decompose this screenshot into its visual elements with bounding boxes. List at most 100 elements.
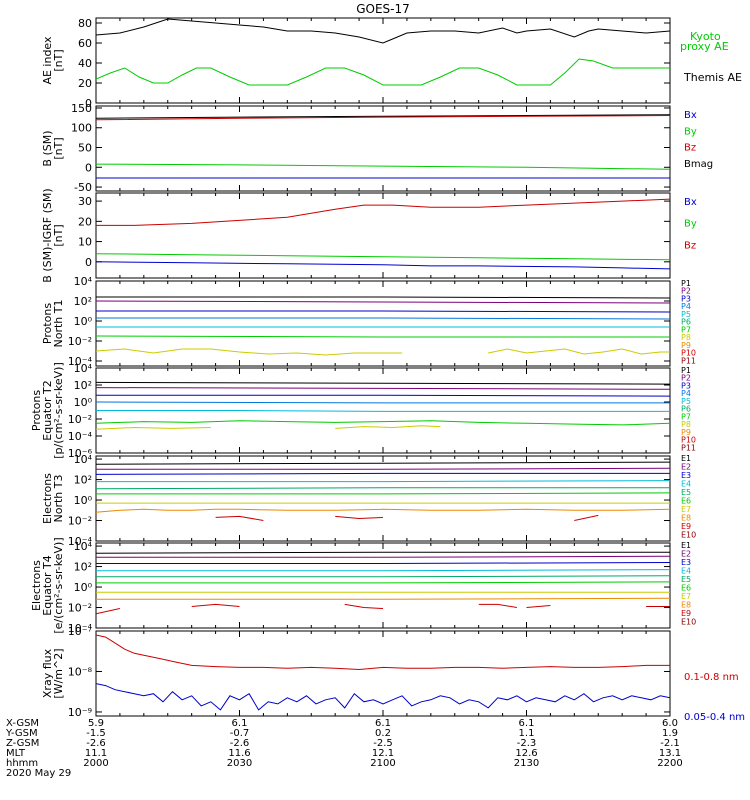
series-line <box>96 569 670 572</box>
series-line <box>96 683 670 711</box>
series-line <box>96 597 670 600</box>
legend-label: E4 <box>681 567 691 576</box>
y-axis-label: [e/(cm²-s-sr-keV)] <box>52 537 65 633</box>
y-axis-label: North T1 <box>52 300 65 348</box>
legend-label: Bx <box>684 197 697 208</box>
y-tick-label: 10⁰ <box>74 315 93 328</box>
footer-value: -0.7 <box>230 728 250 739</box>
y-tick-label: 10⁻² <box>68 413 92 426</box>
legend-label: E7 <box>681 592 691 601</box>
footer-row-label: Y-GSM <box>5 728 38 739</box>
footer-value: 13.1 <box>659 748 681 759</box>
series-line <box>96 296 670 299</box>
series-line <box>335 515 384 520</box>
legend-label: P7 <box>681 412 691 421</box>
series-line <box>96 467 670 470</box>
legend-label: E9 <box>681 609 691 618</box>
footer-value: 2200 <box>657 758 682 769</box>
y-tick-label: 10⁻⁶ <box>68 447 93 460</box>
y-tick-label: 10² <box>74 379 92 392</box>
y-tick-label: 10 <box>78 236 92 249</box>
y-tick-label: 10⁻⁴ <box>68 430 93 443</box>
legend-label: proxy AE <box>680 40 729 53</box>
footer-value: 2130 <box>514 758 539 769</box>
footer-value: -1.5 <box>86 728 106 739</box>
footer-date: 2020 May 29 <box>6 768 71 779</box>
y-tick-label: 20 <box>78 215 92 228</box>
panel-frame <box>95 17 671 104</box>
y-tick-label: 10⁰ <box>74 396 93 409</box>
legend-label: By <box>684 126 697 137</box>
footer-value: 5.9 <box>88 718 104 729</box>
y-axis-label: Equator T2 <box>41 380 54 440</box>
footer-row-label: hhmm <box>6 758 38 769</box>
y-tick-label: 10⁴ <box>74 275 93 288</box>
y-tick-label: 10² <box>74 295 92 308</box>
y-axis-label: [nT] <box>52 224 65 246</box>
footer-value: 2000 <box>83 758 108 769</box>
y-axis-label: [nT] <box>52 137 65 159</box>
series-line <box>96 410 670 412</box>
legend-label: P10 <box>681 349 696 358</box>
y-axis-label: Xray flux <box>41 648 54 698</box>
footer-row-label: X-GSM <box>6 718 39 729</box>
legend-label: E4 <box>681 480 691 489</box>
y-tick-label: 10⁴ <box>74 453 93 466</box>
y-tick-label: 10⁻⁷ <box>68 625 92 638</box>
series-line <box>96 575 670 578</box>
series-line <box>96 581 670 584</box>
legend-label: Bz <box>684 240 696 251</box>
legend-label: E6 <box>681 497 691 506</box>
legend-label: P7 <box>681 325 691 334</box>
footer-row-label: MLT <box>6 748 26 759</box>
series-line <box>96 300 670 304</box>
legend-label: P8 <box>681 420 691 429</box>
footer-value: -2.3 <box>517 738 537 749</box>
series-line <box>526 605 551 608</box>
footer-value: -2.6 <box>230 738 250 749</box>
series-line <box>96 555 670 558</box>
legend-label: E1 <box>681 541 691 550</box>
series-line <box>96 401 670 404</box>
y-tick-label: -50 <box>74 181 92 194</box>
legend-label: E2 <box>681 463 691 472</box>
y-tick-label: 40 <box>78 57 92 70</box>
legend-label: E5 <box>681 488 691 497</box>
legend-label: Bmag <box>684 159 713 170</box>
legend-label: P1 <box>681 279 691 288</box>
footer-value: 2030 <box>227 758 252 769</box>
y-axis-label: Protons <box>41 303 54 344</box>
legend-label: P6 <box>681 318 691 327</box>
y-tick-label: 10⁴ <box>74 362 93 375</box>
ephemeris-footer: X-GSMY-GSMZ-GSMMLThhmm5.9-1.5-2.611.1200… <box>5 718 683 779</box>
y-tick-label: 100 <box>71 122 92 135</box>
series-line <box>96 387 670 390</box>
series-line <box>96 261 670 270</box>
y-tick-label: 10⁰ <box>74 581 93 594</box>
legend-label: 0.05-0.4 nm <box>684 712 745 723</box>
footer-value: 2100 <box>370 758 395 769</box>
y-axis-label: [p/(cm²-s-sr-keV)] <box>52 362 65 459</box>
footer-value: -2.6 <box>86 738 106 749</box>
y-axis-label: Equator T4 <box>41 555 54 615</box>
legend-label: P5 <box>681 397 691 406</box>
series-line <box>96 634 670 671</box>
footer-value: 6.1 <box>232 718 248 729</box>
y-tick-label: 10² <box>74 474 92 487</box>
series-line <box>96 608 121 615</box>
legend-label: P2 <box>681 374 691 383</box>
legend-label: Themis AE <box>683 71 742 84</box>
legend-label: P1 <box>681 366 691 375</box>
series-line <box>96 253 670 261</box>
y-tick-label: 10⁰ <box>74 494 93 507</box>
legend-label: P3 <box>681 294 691 303</box>
series-line <box>96 381 670 385</box>
footer-value: 6.0 <box>662 718 678 729</box>
y-tick-label: 10⁻² <box>68 335 92 348</box>
legend-label: E3 <box>681 471 691 480</box>
series-line <box>96 480 670 483</box>
y-tick-label: 80 <box>78 17 92 30</box>
